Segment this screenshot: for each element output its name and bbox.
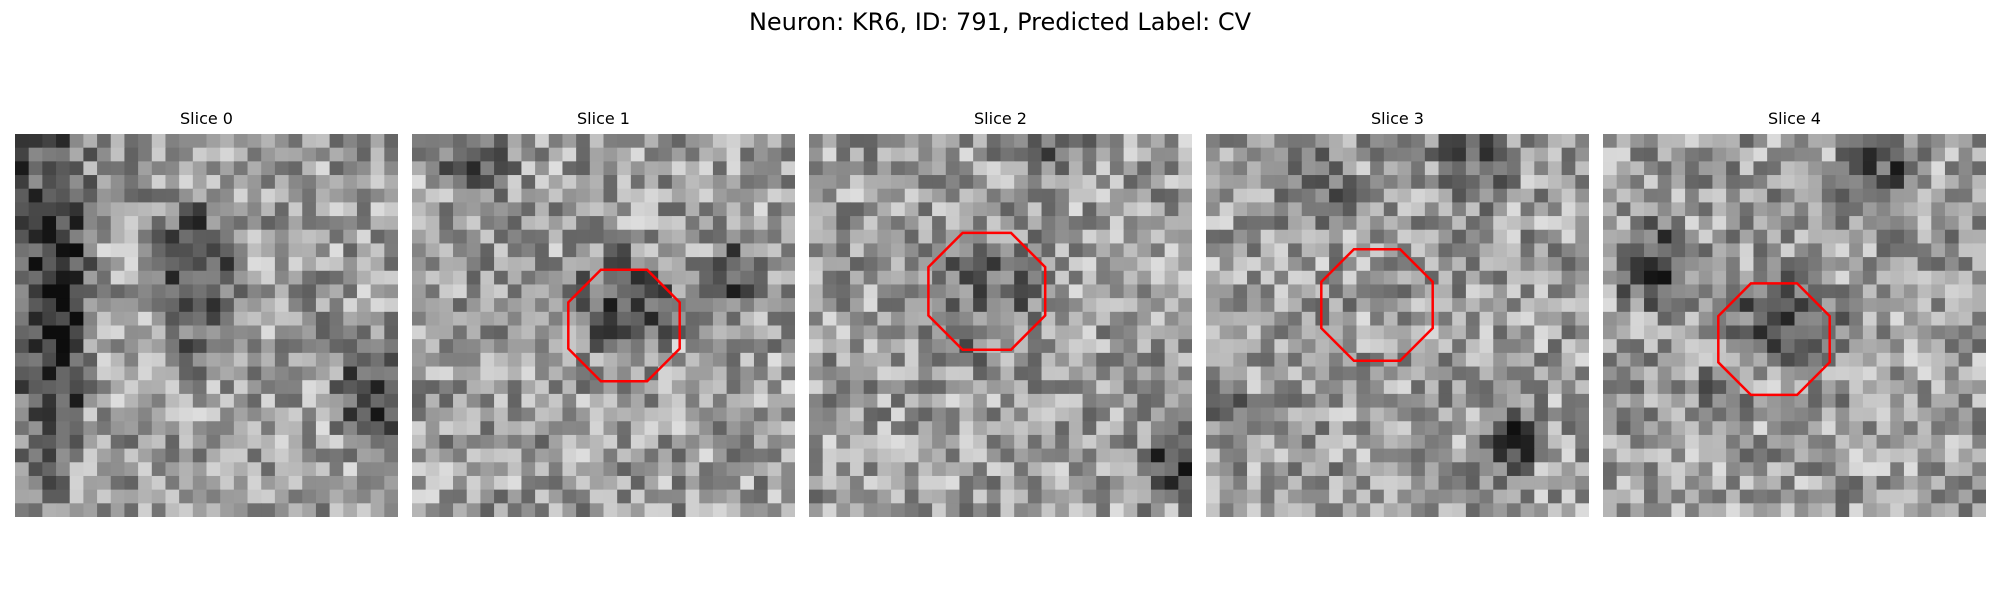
slice-image [1206,134,1589,517]
slice-image [809,134,1192,517]
slice-pixels [1603,134,1986,517]
roi-outline [927,231,1047,351]
slice-title: Slice 4 [1768,109,1821,128]
pixel-grid [15,134,398,517]
slice-image [15,134,398,517]
slice-title: Slice 2 [974,109,1027,128]
slice-title: Slice 0 [180,109,233,128]
slice-pixels [1206,134,1589,517]
roi-outline [567,268,681,383]
slice-pixels [412,134,795,517]
slice-image [412,134,795,517]
pixel-grid [809,134,1192,517]
pixel-grid [412,134,795,517]
pixel-grid [1603,134,1986,517]
slice-title: Slice 3 [1371,109,1424,128]
pixel-grid [1206,134,1589,517]
slice-pixels [15,134,398,517]
roi-outline [1717,282,1831,397]
figure-title: Neuron: KR6, ID: 791, Predicted Label: C… [748,8,1252,36]
slice-pixels [809,134,1192,517]
slice-image [1603,134,1986,517]
slice-title: Slice 1 [577,109,630,128]
roi-outline [1320,248,1434,362]
